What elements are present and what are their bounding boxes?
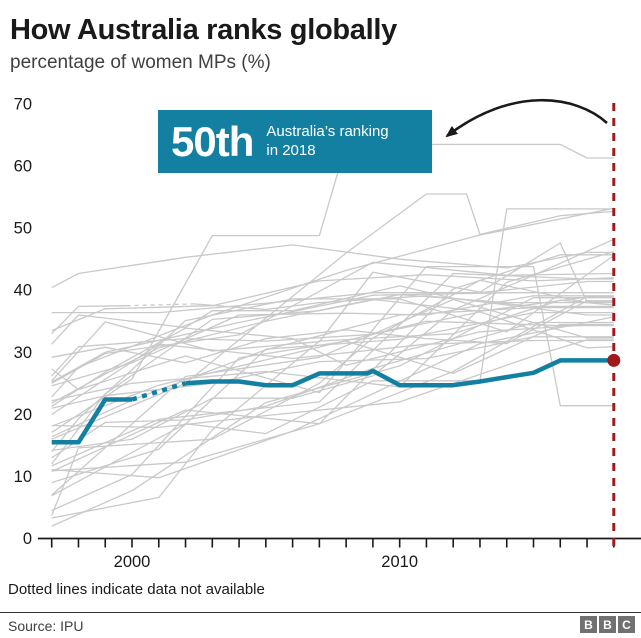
y-axis-label: 10 bbox=[14, 468, 32, 486]
background-country-line bbox=[51, 238, 615, 452]
background-country-line bbox=[51, 298, 614, 496]
y-axis-label: 20 bbox=[14, 406, 32, 424]
background-country-line bbox=[51, 311, 614, 377]
australia-2018-marker bbox=[607, 353, 621, 367]
background-country-line bbox=[51, 295, 614, 387]
ranking-callout: 50th Australia’s ranking in 2018 bbox=[158, 110, 432, 173]
background-country-line bbox=[51, 242, 614, 382]
background-country-line bbox=[51, 207, 614, 398]
background-country-line bbox=[51, 306, 614, 438]
australia-line bbox=[131, 381, 187, 402]
background-country-line bbox=[51, 251, 614, 402]
background-country-line bbox=[51, 311, 614, 484]
australia-line bbox=[51, 397, 132, 445]
background-country-line bbox=[51, 320, 614, 427]
background-country-line bbox=[51, 292, 614, 383]
page-title: How Australia ranks globally bbox=[10, 14, 397, 46]
axes: 2000 2010 0 10 20 30 40 50 60 70 bbox=[14, 96, 641, 571]
australia-line bbox=[185, 358, 614, 388]
australia-line-group bbox=[51, 353, 621, 445]
background-country-line bbox=[51, 193, 614, 440]
ranking-label: Australia’s ranking in 2018 bbox=[266, 123, 388, 161]
background-country-line bbox=[51, 300, 614, 364]
source-credit: Source: IPU bbox=[8, 618, 84, 634]
y-axis-label: 40 bbox=[14, 282, 32, 300]
background-country-line bbox=[51, 339, 614, 415]
background-country-line bbox=[51, 295, 614, 472]
background-country-line bbox=[51, 316, 614, 479]
background-country-line bbox=[51, 297, 614, 527]
y-axis-label: 0 bbox=[23, 530, 32, 548]
page-subtitle: percentage of women MPs (%) bbox=[10, 52, 271, 73]
background-country-line bbox=[51, 323, 614, 512]
x-axis-label: 2010 bbox=[381, 553, 418, 571]
ranking-label-line2: in 2018 bbox=[266, 141, 316, 159]
footer-divider bbox=[0, 612, 641, 613]
bbc-logo-letter: B bbox=[580, 616, 597, 633]
y-axis-label: 60 bbox=[14, 158, 32, 176]
background-country-lines bbox=[51, 143, 615, 527]
background-country-line bbox=[126, 303, 194, 307]
annotations bbox=[445, 98, 608, 138]
x-axis-label: 2000 bbox=[114, 553, 151, 571]
background-country-line bbox=[51, 208, 614, 497]
y-axis-label: 70 bbox=[14, 96, 32, 114]
ranking-label-line1: Australia’s ranking bbox=[266, 122, 389, 140]
bbc-logo: B B C bbox=[580, 616, 635, 633]
y-axis-label: 50 bbox=[14, 220, 32, 238]
ranking-value: 50th bbox=[171, 117, 254, 165]
background-country-line bbox=[51, 265, 614, 407]
background-country-line bbox=[51, 254, 615, 453]
background-country-line bbox=[51, 299, 614, 519]
footnote: Dotted lines indicate data not available bbox=[8, 581, 265, 598]
background-country-line bbox=[51, 143, 614, 433]
bbc-logo-letter: B bbox=[599, 616, 616, 633]
background-country-line bbox=[51, 274, 614, 332]
background-country-line bbox=[51, 305, 127, 335]
y-axis-label: 30 bbox=[14, 344, 32, 362]
bbc-logo-letter: C bbox=[618, 616, 635, 633]
annotation-arrow-icon bbox=[445, 98, 608, 138]
